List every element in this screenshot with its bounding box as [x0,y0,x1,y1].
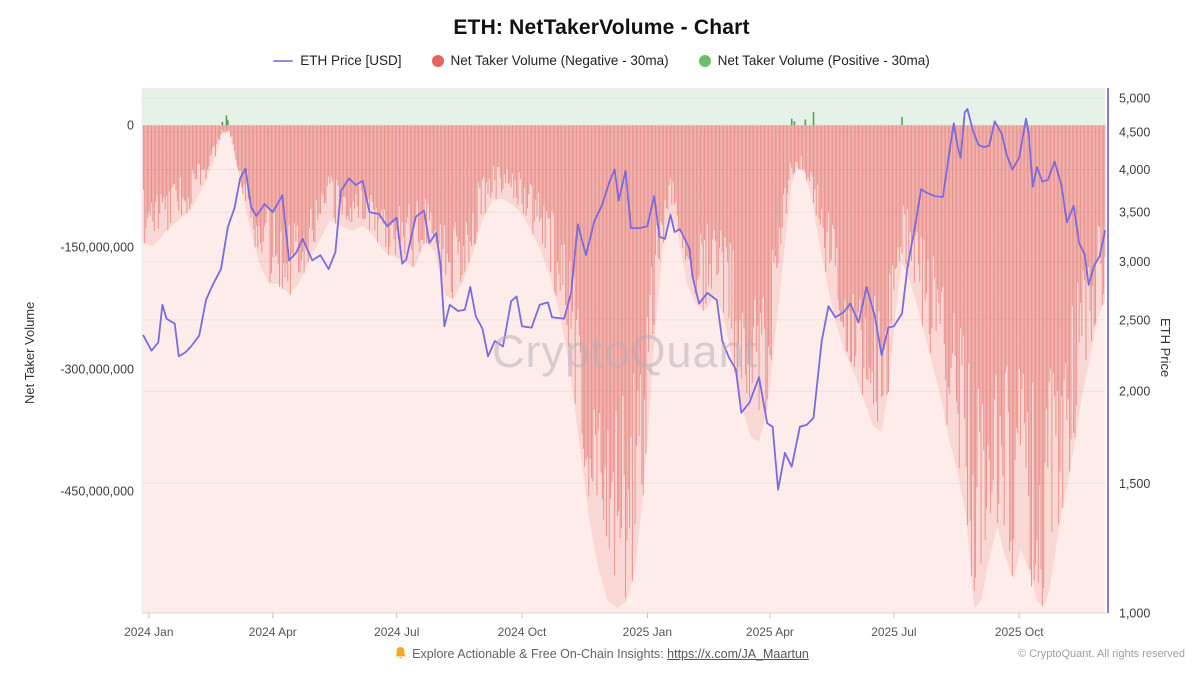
legend-label: Net Taker Volume (Positive - 30ma) [717,53,930,68]
insights-link[interactable]: https://x.com/JA_Maartun [667,647,809,661]
right-axis-title: ETH Price [1158,317,1173,378]
left-axis-title: Net Taker Volume [22,301,37,405]
bell-icon [394,646,407,663]
right-axis-tick-label: 3,500 [1119,206,1150,220]
right-axis-tick-label: 4,500 [1119,125,1150,139]
left-axis-tick-label: -300,000,000 [60,363,134,377]
positive-volume-bars [221,112,903,126]
page-title: ETH: NetTakerVolume - Chart [453,16,750,39]
x-axis-tick-label: 2024 Jul [374,625,419,639]
circle-marker-icon [431,54,444,67]
x-axis-tick-label: 2024 Jan [124,625,173,639]
legend-label: ETH Price [USD] [300,53,402,68]
legend-label: Net Taker Volume (Negative - 30ma) [450,53,669,68]
right-axis-tick-label: 4,000 [1119,163,1150,177]
right-axis-tick-label: 2,500 [1119,313,1150,327]
legend-item-positive-volume[interactable]: Net Taker Volume (Positive - 30ma) [698,53,930,68]
circle-marker-icon [698,54,711,67]
right-axis-tick-label: 5,000 [1119,92,1150,106]
right-axis-tick-label: 2,000 [1119,385,1150,399]
left-axis-tick-label: -450,000,000 [60,485,134,499]
right-axis-tick-label: 1,000 [1119,607,1150,621]
x-axis-tick-label: 2024 Oct [498,625,547,639]
right-axis-tick-label: 1,500 [1119,477,1150,491]
x-axis-tick-label: 2025 Oct [995,625,1044,639]
legend-item-negative-volume[interactable]: Net Taker Volume (Negative - 30ma) [431,53,669,68]
footer-note: Explore Actionable & Free On-Chain Insig… [0,646,1203,663]
x-axis-tick-label: 2024 Apr [249,625,297,639]
x-axis-tick-label: 2025 Apr [746,625,794,639]
legend: ETH Price [USD] Net Taker Volume (Negati… [0,53,1203,68]
positive-zone-background [142,88,1105,126]
left-axis-tick-label: 0 [127,119,134,133]
line-marker-icon [273,59,294,62]
eth-price-line [142,108,1106,491]
x-axis-tick-label: 2025 Jul [871,625,916,639]
right-axis-tick-label: 3,000 [1119,255,1150,269]
copyright-text: © CryptoQuant. All rights reserved [1017,648,1185,660]
legend-item-eth-price[interactable]: ETH Price [USD] [273,53,402,68]
x-axis-tick-label: 2025 Jan [623,625,672,639]
left-axis-tick-label: -150,000,000 [60,241,134,255]
footer-text: Explore Actionable & Free On-Chain Insig… [412,647,664,661]
